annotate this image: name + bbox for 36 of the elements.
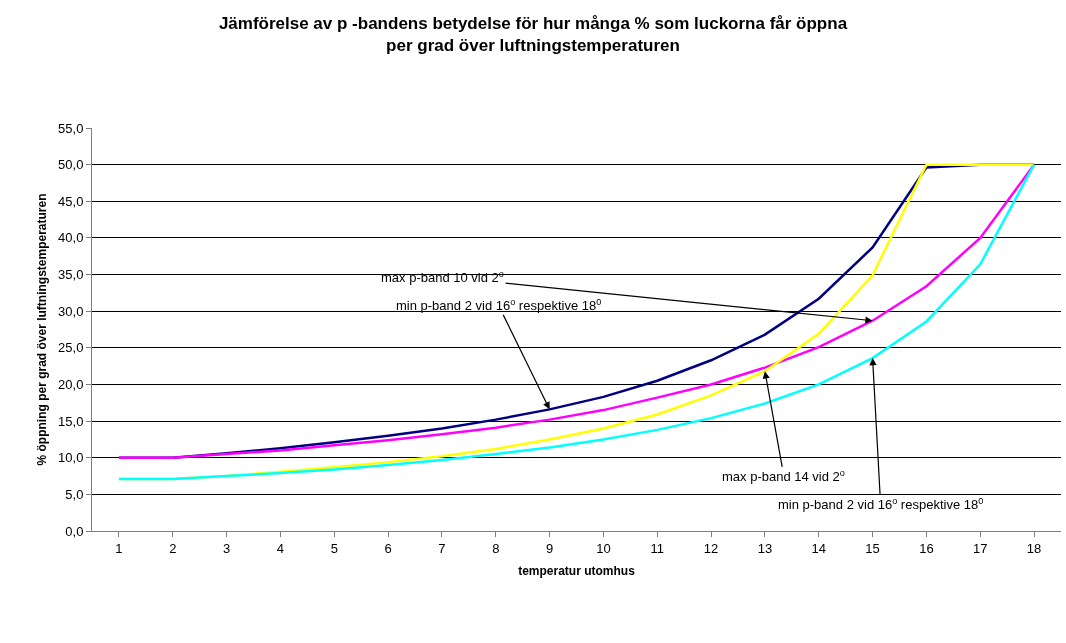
chart-title: Jämförelse av p -bandens betydelse för hur många % som luckorna får öppna per grad över luftningstemperaturen xyxy=(218,13,848,56)
y-tick-label: 45,0 xyxy=(58,193,84,209)
x-tick-label: 18 xyxy=(1026,540,1042,556)
x-tick-label: 6 xyxy=(384,540,392,556)
y-tick-label: 5,0 xyxy=(65,486,84,502)
x-tick-label: 4 xyxy=(276,540,285,556)
x-axis-title: temperatur utomhus xyxy=(518,564,636,579)
y-axis-title: % öppning per grad över luftningstemperaturen xyxy=(35,193,50,466)
x-tick-label: 7 xyxy=(438,540,446,556)
x-tick-label: 8 xyxy=(492,540,500,556)
y-tick-label: 35,0 xyxy=(58,267,84,283)
x-tick-label: 14 xyxy=(811,540,826,556)
x-tick-label: 5 xyxy=(330,540,338,556)
y-tick-label: 50,0 xyxy=(58,157,84,173)
y-tick-label: 10,0 xyxy=(58,450,84,466)
x-tick-label: 17 xyxy=(973,540,988,556)
y-tick-label: 40,0 xyxy=(58,230,84,246)
y-tick-label: 55,0 xyxy=(58,120,84,136)
x-tick-label: 1 xyxy=(115,540,123,556)
x-tick-label: 13 xyxy=(757,540,773,556)
x-tick-label: 16 xyxy=(919,540,934,556)
annotation: max p-band 14 vid 2$^{o}$ xyxy=(722,468,845,485)
x-tick-label: 10 xyxy=(596,540,611,556)
y-tick-label: 0,0 xyxy=(65,523,84,539)
annotation: min p-band 2 vid 16$^{o}$ respektive 18$^{0}$ xyxy=(778,496,984,513)
x-tick-label: 9 xyxy=(545,540,554,556)
x-tick-label: 12 xyxy=(703,540,719,556)
x-tick-label: 11 xyxy=(650,540,664,556)
y-tick-label: 30,0 xyxy=(58,303,84,319)
annotation: min p-band 2 vid 16$^{o}$ respektive 18$^{0}$ xyxy=(396,297,602,314)
y-tick-label: 15,0 xyxy=(58,413,84,429)
y-tick-label: 25,0 xyxy=(58,340,84,356)
x-tick-label: 15 xyxy=(865,540,880,556)
y-tick-label: 20,0 xyxy=(58,377,84,392)
x-tick-label: 3 xyxy=(222,540,231,556)
x-tick-label: 2 xyxy=(169,540,177,556)
